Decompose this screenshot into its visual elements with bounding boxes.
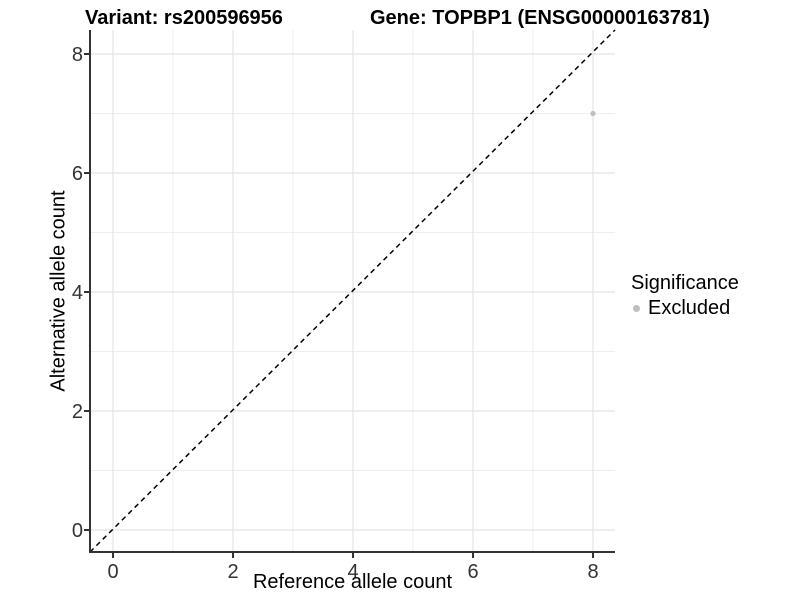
legend: Significance Excluded [631, 270, 796, 320]
plot-title-variant: Variant: rs200596956 [85, 7, 283, 29]
x-tick-label: 0 [107, 561, 118, 583]
legend-item-label: Excluded [648, 296, 731, 319]
x-axis-title: Reference allele count [252, 571, 452, 593]
y-tick-label: 0 [72, 520, 83, 542]
y-tick-label: 2 [72, 401, 83, 423]
y-tick-label: 8 [72, 44, 83, 66]
legend-title: Significance [631, 272, 739, 294]
x-tick-label: 6 [467, 561, 478, 583]
identity-dashed-line [89, 29, 616, 553]
plot-title-gene: Gene: TOPBP1 (ENSG00000163781) [370, 7, 710, 29]
y-axis-title: Alternative allele count [47, 190, 70, 392]
legend-point-swatch [633, 304, 640, 312]
legend-item: Excluded [633, 296, 796, 320]
x-tick-label: 4 [347, 561, 358, 583]
y-tick-label: 6 [72, 163, 83, 185]
x-tick-label: 8 [587, 561, 598, 583]
y-tick-label: 4 [72, 282, 83, 304]
legend-items: Excluded [631, 296, 796, 320]
data-point [590, 110, 596, 117]
x-tick-label: 2 [227, 561, 238, 583]
